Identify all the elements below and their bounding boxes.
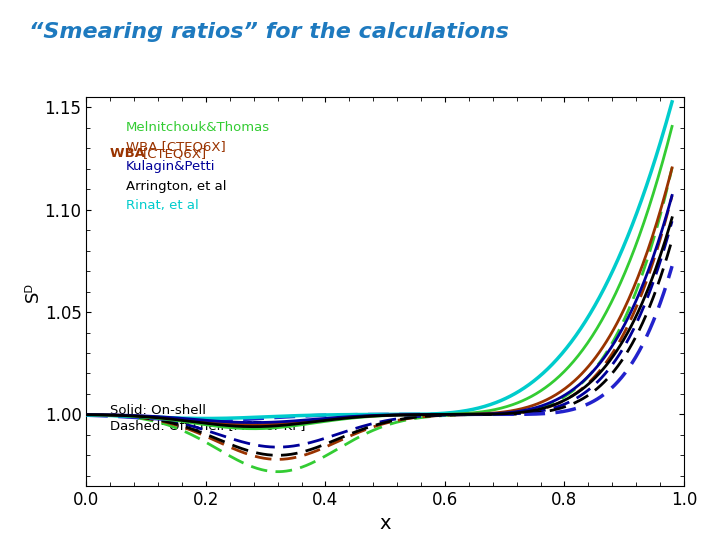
Text: WBA: WBA (110, 147, 150, 160)
Legend: Melnitchouk&Thomas, WBA [CTEQ6X], Kulagin&Petti, Arrington, et al, Rinat, et al: Melnitchouk&Thomas, WBA [CTEQ6X], Kulagi… (117, 116, 276, 218)
X-axis label: x: x (379, 515, 391, 534)
Y-axis label: Sᴰ: Sᴰ (24, 281, 42, 302)
Text: [CTEQ6X]: [CTEQ6X] (143, 147, 207, 160)
Text: “Smearing ratios” for the calculations: “Smearing ratios” for the calculations (29, 22, 508, 42)
Text: Solid: On-shell
Dashed: Off-shell [MST or KP]: Solid: On-shell Dashed: Off-shell [MST o… (110, 403, 306, 431)
